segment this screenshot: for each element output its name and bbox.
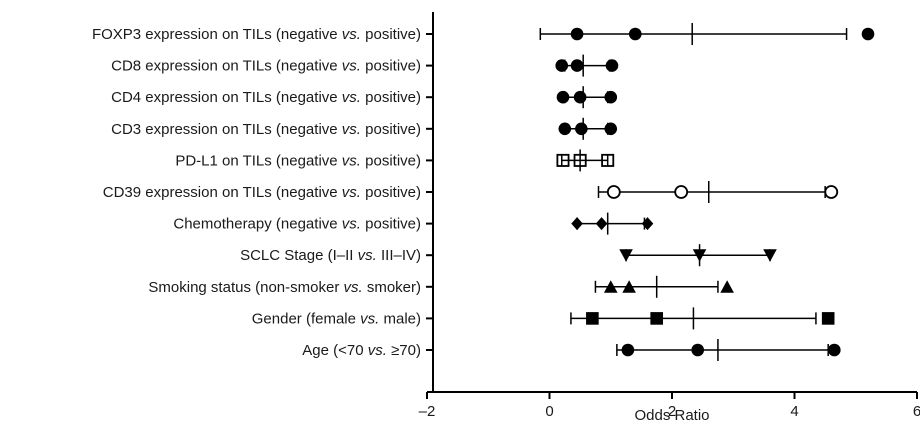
forest-row: Age (<70 vs. ≥70) — [302, 339, 841, 361]
row-label-part: vs. — [342, 216, 361, 233]
data-point — [821, 312, 835, 325]
data-point — [573, 153, 587, 167]
forest-row: Gender (female vs. male) — [252, 307, 835, 330]
data-point — [824, 185, 839, 199]
row-label-part: positive) — [361, 89, 421, 106]
data-point — [571, 217, 583, 231]
data-point — [604, 90, 618, 104]
data-point — [605, 59, 619, 72]
forest-row: CD4 expression on TILs (negative vs. pos… — [111, 86, 618, 109]
data-point — [720, 280, 734, 293]
data-point — [575, 122, 588, 136]
row-label: Gender (female vs. male) — [252, 310, 421, 327]
row-label-part: FOXP3 expression on TILs (negative — [92, 26, 342, 43]
data-point — [828, 343, 841, 357]
row-label-part: SCLC Stage (I–II — [240, 247, 358, 264]
data-point — [595, 217, 608, 231]
row-label-part: positive) — [361, 26, 421, 43]
row-label: PD-L1 on TILs (negative vs. positive) — [175, 152, 421, 169]
forest-row: CD3 expression on TILs (negative vs. pos… — [111, 117, 618, 140]
data-point — [692, 249, 707, 262]
forest-row: FOXP3 expression on TILs (negative vs. p… — [92, 23, 875, 45]
row-label: Smoking status (non-smoker vs. smoker) — [148, 279, 421, 296]
row-label-part: vs. — [368, 342, 387, 359]
row-label-part: Age (<70 — [302, 342, 367, 359]
rows-layer: FOXP3 expression on TILs (negative vs. p… — [92, 23, 875, 361]
data-point — [628, 27, 642, 41]
data-point — [570, 27, 584, 41]
x-tick-label: 6 — [913, 403, 920, 420]
x-tick-label: 2 — [668, 403, 676, 420]
row-label: CD8 expression on TILs (negative vs. pos… — [111, 58, 421, 75]
x-tick-label: –2 — [419, 403, 436, 420]
row-label-part: Chemotherapy (negative — [173, 216, 341, 233]
x-tick-label: 4 — [790, 403, 798, 420]
row-label-part: vs. — [342, 121, 361, 138]
row-label: SCLC Stage (I–II vs. III–IV) — [240, 247, 421, 264]
x-tick-label: 0 — [545, 403, 553, 420]
row-label-part: vs. — [358, 247, 377, 264]
forest-row: PD-L1 on TILs (negative vs. positive) — [175, 149, 615, 172]
forest-row: CD39 expression on TILs (negative vs. po… — [103, 181, 839, 203]
data-point — [570, 59, 584, 72]
row-label-part: positive) — [361, 184, 421, 201]
row-label: CD39 expression on TILs (negative vs. po… — [103, 184, 421, 201]
row-label-part: vs. — [342, 58, 361, 75]
row-label: CD3 expression on TILs (negative vs. pos… — [111, 121, 421, 138]
data-point — [861, 27, 875, 41]
row-label-part: positive) — [361, 58, 421, 75]
data-point — [763, 249, 777, 262]
row-label: Age (<70 vs. ≥70) — [302, 342, 421, 359]
row-label-part: CD8 expression on TILs (negative — [111, 58, 342, 75]
data-point — [691, 343, 705, 357]
row-label-part: vs. — [342, 89, 361, 106]
data-point — [556, 153, 570, 167]
axes-layer: –2 0 2 4 6 — [419, 12, 920, 420]
data-point — [674, 185, 689, 199]
data-point — [603, 280, 618, 293]
data-point — [606, 185, 621, 199]
data-point — [650, 312, 663, 325]
data-point — [604, 122, 618, 136]
row-label-part: vs. — [343, 279, 362, 296]
data-point — [601, 153, 615, 167]
row-label-part: vs. — [342, 26, 361, 43]
row-label-part: PD-L1 on TILs (negative — [175, 152, 341, 169]
row-label-part: positive) — [361, 216, 421, 233]
data-point — [573, 90, 587, 104]
forest-row: SCLC Stage (I–II vs. III–IV) — [240, 244, 777, 267]
forest-row: Chemotherapy (negative vs. positive) — [173, 212, 654, 235]
forest-row: CD8 expression on TILs (negative vs. pos… — [111, 54, 619, 77]
row-label-part: vs. — [342, 152, 361, 169]
row-label-part: smoker) — [363, 279, 421, 296]
row-label-part: Gender (female — [252, 310, 360, 327]
row-label-part: CD3 expression on TILs (negative — [111, 121, 342, 138]
row-label-part: vs. — [342, 184, 361, 201]
row-label-part: positive) — [361, 121, 421, 138]
x-axis-title: Odds Ratio — [634, 407, 709, 423]
row-label-part: ≥70) — [387, 342, 421, 359]
row-label-part: male) — [379, 310, 421, 327]
data-point — [622, 280, 636, 293]
row-label-part: Smoking status (non-smoker — [148, 279, 343, 296]
row-label: FOXP3 expression on TILs (negative vs. p… — [92, 26, 421, 43]
data-point — [558, 122, 572, 136]
data-point — [586, 312, 599, 325]
row-label: Chemotherapy (negative vs. positive) — [173, 216, 421, 233]
data-point — [555, 59, 569, 72]
data-point — [621, 343, 635, 357]
forest-row: Smoking status (non-smoker vs. smoker) — [148, 275, 734, 298]
row-label-part: CD4 expression on TILs (negative — [111, 89, 342, 106]
row-label-part: vs. — [360, 310, 379, 327]
row-label-part: positive) — [361, 152, 421, 169]
row-label-part: CD39 expression on TILs (negative — [103, 184, 342, 201]
row-label: CD4 expression on TILs (negative vs. pos… — [111, 89, 421, 106]
row-label-part: III–IV) — [377, 247, 421, 264]
data-point — [641, 217, 654, 231]
data-point — [556, 90, 570, 104]
data-point — [619, 249, 633, 262]
